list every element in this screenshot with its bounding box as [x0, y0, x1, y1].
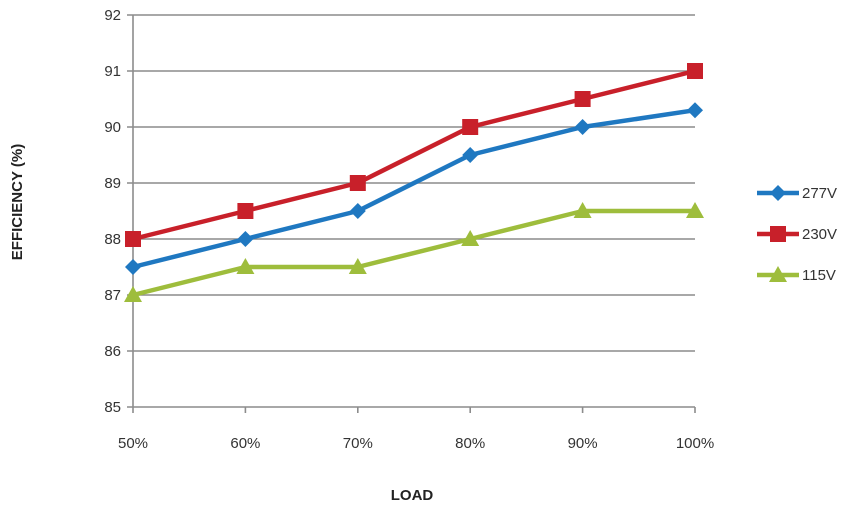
series-layer — [124, 63, 704, 302]
point-277V-1 — [237, 231, 254, 247]
legend-item-115V: 115V — [757, 266, 836, 284]
axes — [132, 15, 696, 413]
point-277V-5 — [687, 102, 703, 119]
legend: 277V 230V 115V — [757, 185, 837, 284]
point-115V-2 — [348, 258, 367, 274]
y-tick-92: 92 — [104, 7, 121, 24]
x-tick-labels: 50% 60% 70% 80% 90% 100% — [118, 435, 714, 452]
series-230V — [125, 63, 703, 247]
point-277V-0 — [125, 259, 141, 275]
point-230V-5 — [687, 63, 703, 79]
y-tick-labels: 85 86 87 88 89 90 91 92 — [104, 7, 121, 416]
legend-label-277V: 277V — [802, 185, 837, 202]
point-277V-4 — [574, 119, 591, 135]
legend-marker-277V — [770, 185, 786, 201]
series-line-230V — [132, 68, 696, 242]
x-tick-0: 50% — [118, 435, 148, 452]
series-line-115V — [132, 208, 695, 298]
y-tick-86: 86 — [104, 343, 121, 360]
point-115V-4 — [573, 202, 592, 218]
point-230V-4 — [574, 91, 591, 107]
point-115V-1 — [236, 258, 255, 274]
point-115V-5 — [686, 202, 704, 218]
y-tick-91: 91 — [104, 63, 121, 80]
y-tick-85: 85 — [104, 399, 121, 416]
y-tick-87: 87 — [104, 287, 121, 304]
x-tick-5: 100% — [676, 435, 714, 452]
series-line-277V — [132, 107, 696, 270]
x-tick-3: 80% — [455, 435, 485, 452]
legend-marker-115V — [769, 266, 787, 282]
series-277V — [125, 102, 703, 275]
y-tick-88: 88 — [104, 231, 121, 248]
x-tick-4: 90% — [568, 435, 598, 452]
legend-marker-230V — [770, 226, 786, 242]
point-230V-2 — [349, 175, 366, 191]
x-axis-title: LOAD — [391, 487, 434, 504]
legend-item-277V: 277V — [757, 185, 837, 202]
point-230V-1 — [237, 203, 254, 219]
point-230V-0 — [125, 231, 141, 247]
y-axis-title: EFFICIENCY (%) — [9, 144, 26, 260]
legend-label-230V: 230V — [802, 226, 837, 243]
point-115V-0 — [124, 286, 142, 302]
point-277V-2 — [349, 203, 366, 219]
y-tick-90: 90 — [104, 119, 121, 136]
x-tick-1: 60% — [230, 435, 260, 452]
legend-item-230V: 230V — [757, 226, 837, 243]
series-115V — [124, 202, 704, 302]
legend-label-115V: 115V — [802, 267, 836, 284]
point-115V-3 — [461, 230, 480, 246]
point-277V-3 — [462, 147, 479, 163]
point-230V-3 — [462, 119, 479, 135]
x-tick-2: 70% — [343, 435, 373, 452]
y-tick-89: 89 — [104, 175, 121, 192]
